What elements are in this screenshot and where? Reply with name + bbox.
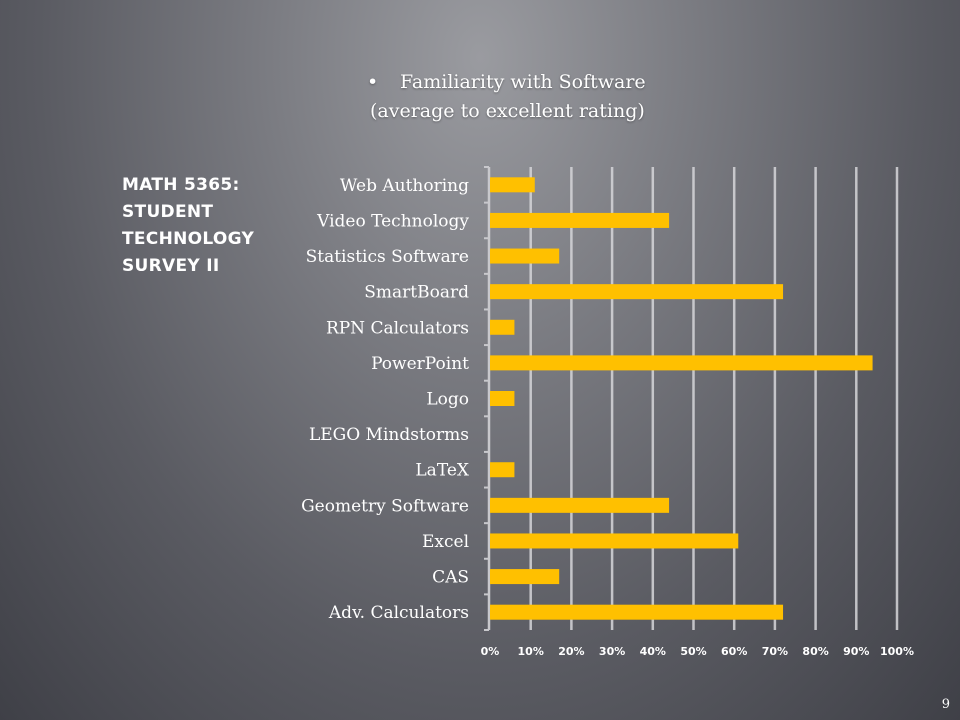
heading-line-1: Familiarity with Software (400, 71, 646, 93)
category-label: RPN Calculators (326, 318, 469, 338)
x-tick-label: 20% (558, 645, 584, 658)
x-tick-label: 70% (762, 645, 788, 658)
slide-heading: • Familiarity with Software (average to … (367, 68, 690, 126)
bullet-icon: • (367, 71, 379, 93)
category-label: LEGO Mindstorms (309, 425, 469, 445)
bar (490, 604, 784, 620)
category-label: Adv. Calculators (328, 603, 469, 623)
bar (490, 355, 873, 371)
x-tick-label: 90% (843, 645, 869, 658)
bar (490, 319, 515, 335)
x-tick-label: 30% (599, 645, 625, 658)
category-label: LaTeX (415, 461, 470, 481)
bar (490, 462, 515, 478)
category-label: PowerPoint (371, 354, 469, 374)
bar (490, 391, 515, 406)
heading-line-2: (average to excellent rating) (370, 100, 645, 122)
page-number: 9 (941, 697, 950, 712)
category-label: Web Authoring (340, 176, 469, 196)
category-label: CAS (432, 568, 469, 588)
category-label: Excel (422, 532, 469, 552)
side-title-line: TECHNOLOGY (122, 229, 255, 249)
x-tick-label: 0% (481, 645, 500, 658)
category-label: Statistics Software (306, 247, 469, 267)
bar (490, 533, 739, 549)
bar (490, 248, 560, 264)
bar (490, 569, 560, 585)
x-tick-label: 60% (721, 645, 747, 658)
side-title: MATH 5365: STUDENT TECHNOLOGY SURVEY II (122, 172, 292, 280)
x-tick-label: 50% (680, 645, 706, 658)
side-title-line: STUDENT (122, 202, 214, 222)
side-title-line: SURVEY II (122, 256, 220, 276)
x-tick-label: 100% (880, 645, 914, 658)
x-tick-label: 10% (518, 645, 544, 658)
category-label: Logo (426, 390, 469, 410)
bar (490, 212, 670, 228)
category-label: Video Technology (316, 211, 469, 231)
category-label: SmartBoard (364, 283, 469, 303)
side-title-line: MATH 5365: (122, 175, 240, 195)
x-tick-label: 40% (640, 645, 666, 658)
bar (490, 284, 784, 300)
bar (490, 497, 670, 513)
x-tick-label: 80% (802, 645, 828, 658)
category-label: Geometry Software (301, 496, 469, 516)
bar (490, 177, 535, 193)
